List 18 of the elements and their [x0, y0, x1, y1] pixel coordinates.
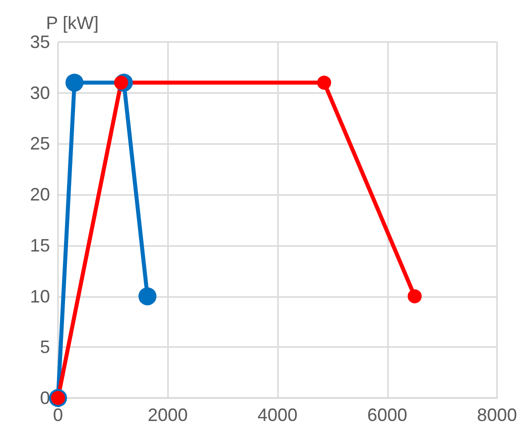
y-tick-label: 25 — [30, 134, 50, 154]
y-tick-label: 20 — [30, 184, 50, 205]
point — [317, 76, 332, 90]
x-tick-label: 6000 — [367, 405, 408, 425]
y-tick-label: 35 — [30, 32, 50, 52]
point — [65, 74, 84, 92]
point — [138, 287, 156, 306]
y-tick-label: 30 — [30, 82, 50, 103]
x-tick-label: 2000 — [148, 405, 188, 425]
y-tick-label: 0 — [40, 388, 50, 408]
y-axis-title: P [kW] — [46, 13, 99, 33]
point — [408, 289, 422, 304]
y-tick-label: 10 — [30, 286, 50, 306]
x-tick-label: 0 — [52, 405, 64, 425]
x-tick-label: 4000 — [257, 405, 298, 425]
y-tick-label: 15 — [30, 235, 50, 256]
y-tick-label: 5 — [40, 337, 50, 358]
x-tick-label: 8000 — [476, 405, 518, 425]
